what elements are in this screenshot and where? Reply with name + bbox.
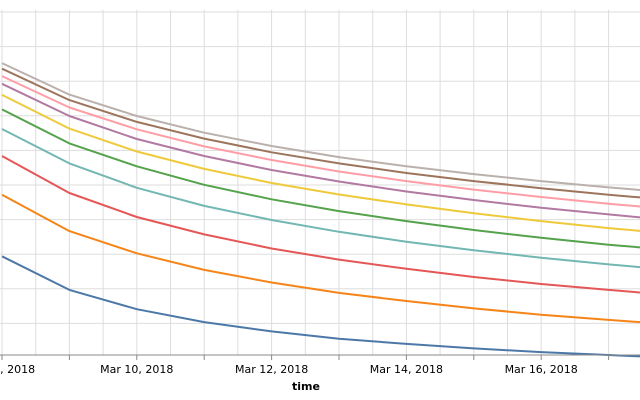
series-line-8 [1,75,640,208]
series-line-3 [1,155,640,294]
grid [0,10,640,355]
series-line-2 [1,193,640,324]
x-tick-label: Mar 10, 2018 [100,363,173,376]
series-line-10 [1,62,640,192]
series-line-4 [1,128,640,269]
series-line-9 [1,67,640,199]
x-axis-title: time [292,380,320,393]
series-line-1 [1,255,640,358]
x-tick-label: Mar 12, 2018 [235,363,308,376]
series-line-5 [1,108,640,249]
series-line-6 [1,94,640,232]
x-tick-label: Mar 16, 2018 [505,363,578,376]
series-line-7 [1,82,640,219]
x-tick-label: Mar 8, 2018 [0,363,35,376]
x-tick-label: Mar 14, 2018 [370,363,443,376]
series-lines [1,62,640,358]
x-axis: Mar 8, 2018 Mar 10, 2018 Mar 12, 2018 Mar 1… [0,354,640,376]
